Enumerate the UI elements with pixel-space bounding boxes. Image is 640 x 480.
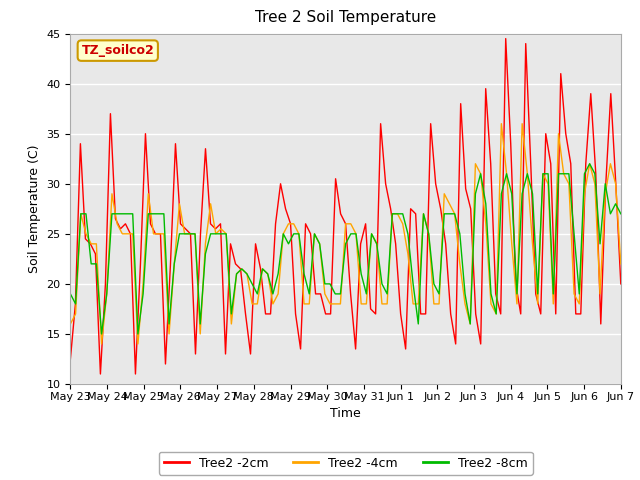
Tree2 -4cm <box>518 121 526 127</box>
Tree2 -2cm <box>327 311 335 317</box>
Text: TZ_soilco2: TZ_soilco2 <box>81 44 154 57</box>
Tree2 -4cm <box>238 266 246 272</box>
Tree2 -8cm <box>238 266 246 272</box>
Tree2 -4cm <box>67 321 74 327</box>
Tree2 -2cm <box>276 181 284 187</box>
Tree2 -4cm <box>565 181 573 187</box>
Tree2 -8cm <box>487 291 495 297</box>
Tree2 -8cm <box>560 171 568 177</box>
Tree2 -4cm <box>617 261 625 267</box>
Legend: Tree2 -2cm, Tree2 -4cm, Tree2 -8cm: Tree2 -2cm, Tree2 -4cm, Tree2 -8cm <box>159 452 532 475</box>
Tree2 -8cm <box>461 291 469 297</box>
Line: Tree2 -8cm: Tree2 -8cm <box>70 164 621 334</box>
Tree2 -2cm <box>196 231 204 237</box>
Tree2 -2cm <box>392 241 399 247</box>
Tree2 -2cm <box>607 91 614 96</box>
Tree2 -8cm <box>617 211 625 216</box>
Tree2 -2cm <box>617 281 625 287</box>
Title: Tree 2 Soil Temperature: Tree 2 Soil Temperature <box>255 11 436 25</box>
Tree2 -2cm <box>212 226 220 232</box>
Tree2 -8cm <box>67 291 74 297</box>
Line: Tree2 -2cm: Tree2 -2cm <box>70 38 621 374</box>
Tree2 -4cm <box>591 181 598 187</box>
Tree2 -4cm <box>487 301 495 307</box>
Line: Tree2 -4cm: Tree2 -4cm <box>70 124 621 344</box>
Tree2 -2cm <box>502 36 509 41</box>
Tree2 -2cm <box>97 371 104 377</box>
Tree2 -4cm <box>497 121 505 127</box>
Y-axis label: Soil Temperature (C): Soil Temperature (C) <box>28 144 41 273</box>
Tree2 -8cm <box>98 331 106 337</box>
Tree2 -4cm <box>98 341 106 347</box>
Tree2 -8cm <box>591 171 598 177</box>
X-axis label: Time: Time <box>330 407 361 420</box>
Tree2 -8cm <box>586 161 593 167</box>
Tree2 -8cm <box>513 291 521 297</box>
Tree2 -4cm <box>461 301 469 307</box>
Tree2 -2cm <box>67 356 74 362</box>
